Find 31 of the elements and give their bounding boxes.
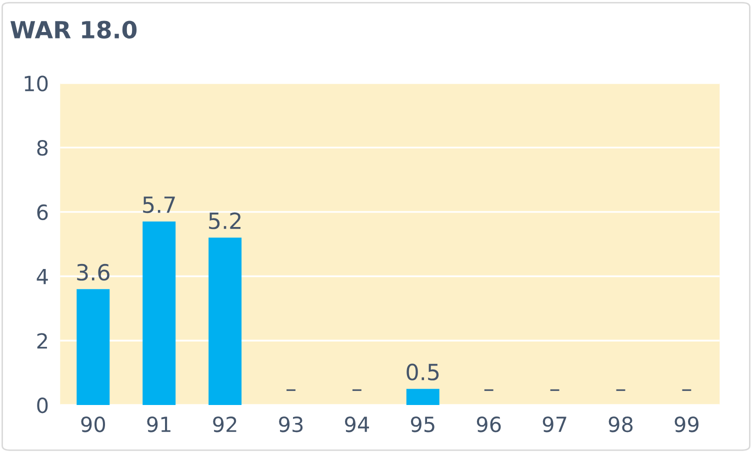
x-tick-label: 91 (147, 416, 170, 432)
text: – (484, 389, 494, 391)
text: – (682, 389, 692, 391)
x-tick-label: 94 (344, 416, 370, 432)
bar (76, 289, 110, 405)
data-label: 3.6 (77, 264, 110, 281)
text: – (352, 389, 362, 391)
y-tick-label: 6 (37, 204, 48, 220)
x-tick-label: 98 (608, 416, 633, 432)
text: – (286, 389, 296, 391)
chart-title: WAR 18.0 (10, 20, 137, 39)
x-tick-label: 97 (542, 416, 566, 432)
text: – (550, 389, 560, 391)
x-tick-label: 96 (476, 416, 501, 432)
data-label: 5.7 (143, 196, 175, 214)
x-tick-label: 99 (674, 416, 698, 432)
x-tick-label: 93 (279, 416, 303, 432)
y-tick-label: 10 (24, 76, 48, 92)
x-tick-label: 95 (410, 416, 434, 432)
x-tick-label: 92 (213, 416, 236, 432)
data-label: 0.5 (406, 364, 439, 380)
text: – (616, 389, 626, 391)
y-tick-label: 0 (37, 397, 48, 414)
y-tick-label: 2 (37, 333, 47, 349)
y-tick-label: 8 (37, 140, 48, 156)
y-tick-label: 4 (36, 268, 48, 284)
data-label: 5.2 (209, 212, 240, 230)
bar (142, 222, 176, 405)
bar (208, 238, 242, 405)
bar (406, 388, 440, 405)
x-tick-label: 90 (81, 416, 106, 432)
